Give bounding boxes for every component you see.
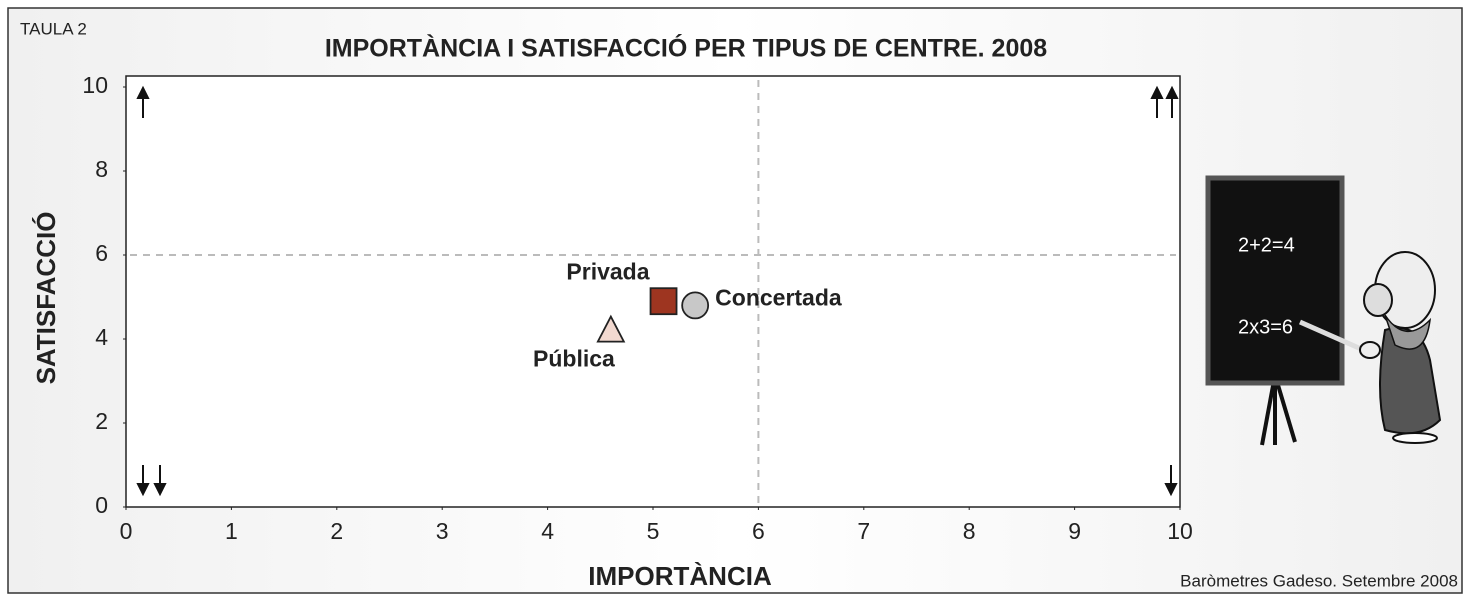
table-label: TAULA 2 (20, 19, 87, 38)
point (681, 291, 710, 320)
x-tick-label: 9 (1068, 518, 1081, 544)
y-axis-label: SATISFACCIÓ (31, 212, 61, 385)
y-tick-label: 2 (95, 408, 108, 434)
source: Baròmetres Gadeso. Setembre 2008 (1180, 571, 1458, 590)
y-tick-label: 6 (95, 240, 108, 266)
x-tick-label: 7 (857, 518, 870, 544)
point-label: Concertada (715, 284, 842, 310)
x-tick-label: 0 (120, 518, 133, 544)
chart-title: IMPORTÀNCIA I SATISFACCIÓ PER TIPUS DE C… (325, 33, 1047, 63)
point (596, 314, 626, 343)
corner-arrows (136, 85, 1179, 497)
board-text: 2x3=6 (1238, 316, 1293, 338)
y-tick-label: 4 (95, 324, 108, 350)
y-tick-label: 0 (95, 492, 108, 518)
point-label: Privada (566, 258, 649, 284)
illustration: 2+2=4 2x3=6 (1205, 175, 1442, 446)
x-tick-label: 1 (225, 518, 238, 544)
x-tick-label: 8 (963, 518, 976, 544)
x-tick-label: 4 (541, 518, 554, 544)
board-text: 2+2=4 (1238, 234, 1295, 256)
x-tick-label: 2 (330, 518, 343, 544)
point-label: Pública (533, 346, 615, 372)
x-tick-label: 10 (1167, 518, 1193, 544)
x-tick-label: 5 (647, 518, 660, 544)
x-tick-label: 6 (752, 518, 765, 544)
x-axis-label: IMPORTÀNCIA (588, 561, 772, 591)
x-tick-label: 3 (436, 518, 449, 544)
y-tick-label: 8 (95, 156, 108, 182)
y-tick-label: 10 (82, 72, 108, 98)
point (649, 287, 678, 316)
